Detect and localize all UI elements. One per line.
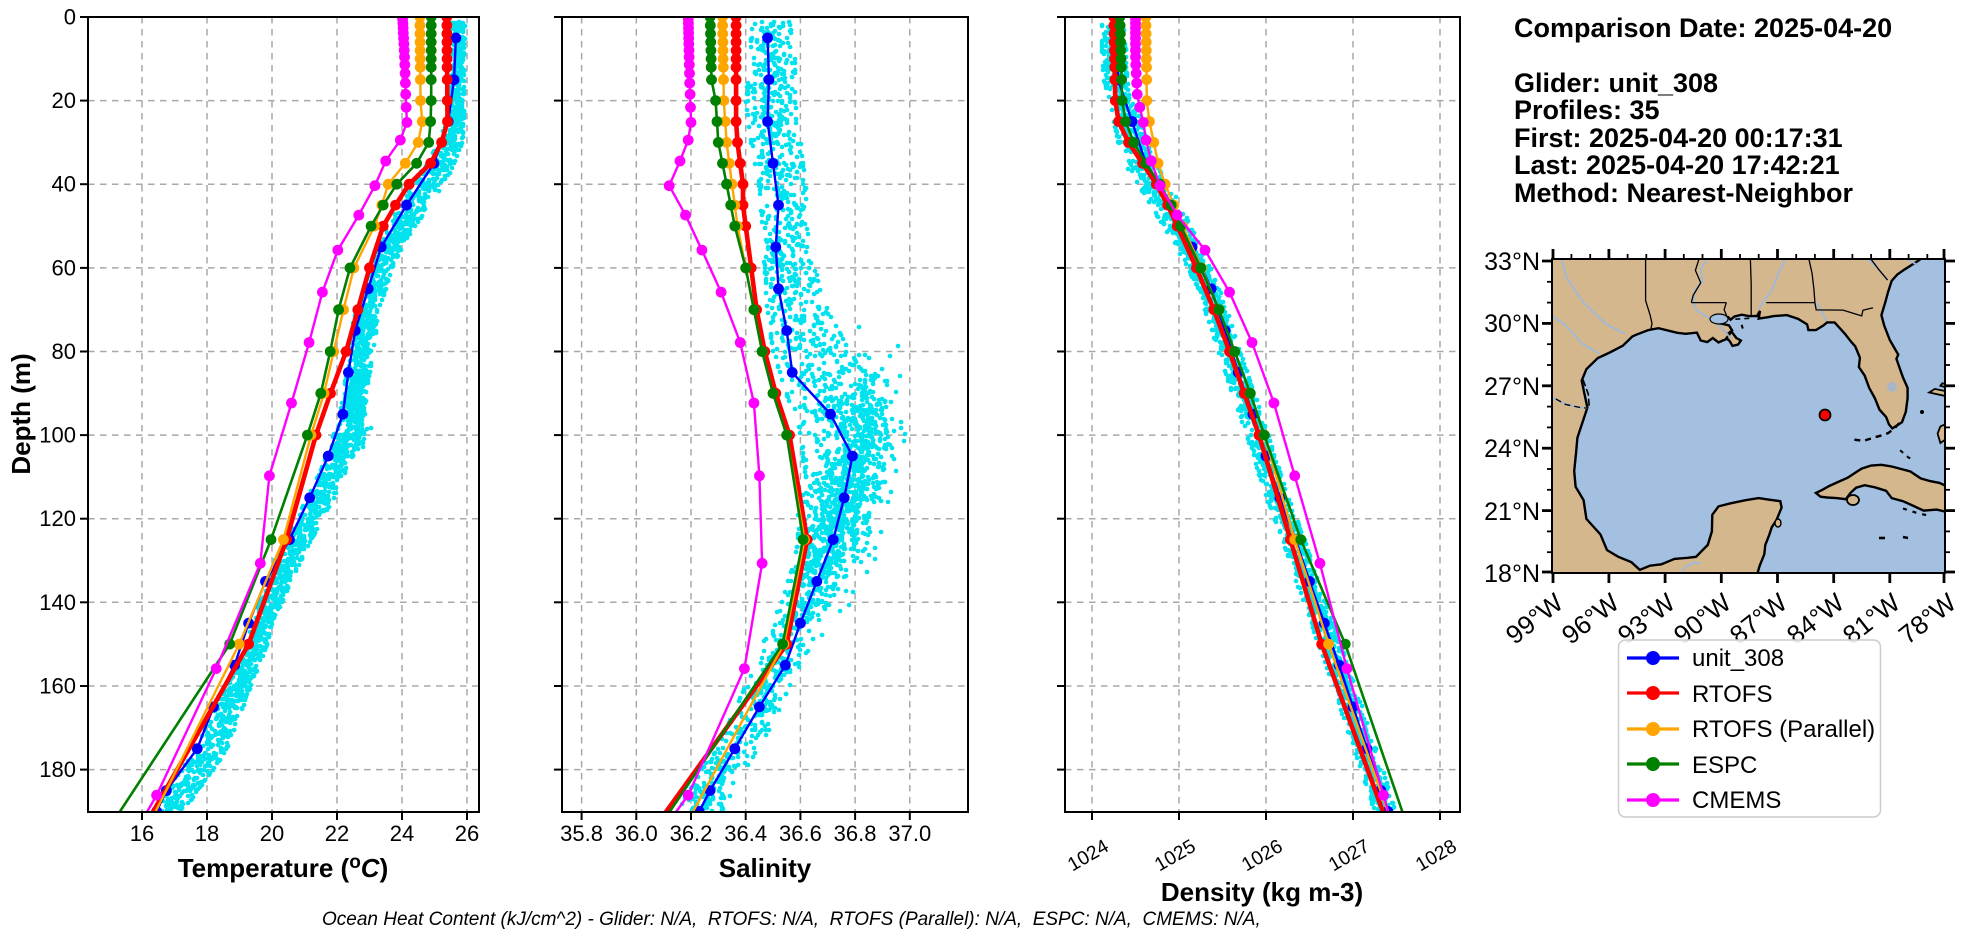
svg-text:27°N: 27°N bbox=[1484, 373, 1540, 401]
svg-text:33°N: 33°N bbox=[1484, 248, 1540, 276]
svg-text:60: 60 bbox=[52, 255, 76, 280]
svg-text:40: 40 bbox=[52, 172, 76, 197]
svg-text:First: 2025-04-20 00:17:31: First: 2025-04-20 00:17:31 bbox=[1514, 123, 1843, 153]
svg-text:30°N: 30°N bbox=[1484, 310, 1540, 338]
svg-text:18: 18 bbox=[195, 821, 219, 846]
svg-text:Method: Nearest-Neighbor: Method: Nearest-Neighbor bbox=[1514, 178, 1854, 208]
svg-text:160: 160 bbox=[39, 674, 76, 699]
svg-text:Density (kg m-3): Density (kg m-3) bbox=[1161, 877, 1363, 907]
svg-text:140: 140 bbox=[39, 590, 76, 615]
svg-text:Profiles: 35: Profiles: 35 bbox=[1514, 95, 1660, 125]
svg-text:16: 16 bbox=[130, 821, 154, 846]
svg-text:37.0: 37.0 bbox=[888, 821, 931, 846]
svg-text:Glider: unit_308: Glider: unit_308 bbox=[1514, 68, 1718, 98]
svg-text:26: 26 bbox=[455, 821, 479, 846]
svg-text:36.6: 36.6 bbox=[779, 821, 822, 846]
svg-text:36.8: 36.8 bbox=[834, 821, 877, 846]
svg-text:CMEMS: CMEMS bbox=[1692, 787, 1781, 814]
svg-text:36.0: 36.0 bbox=[615, 821, 658, 846]
svg-text:35.8: 35.8 bbox=[560, 821, 603, 846]
svg-text:24°N: 24°N bbox=[1484, 435, 1540, 463]
svg-text:120: 120 bbox=[39, 506, 76, 531]
svg-text:ESPC: ESPC bbox=[1692, 752, 1757, 779]
svg-text:21°N: 21°N bbox=[1484, 498, 1540, 526]
svg-text:80: 80 bbox=[52, 339, 76, 364]
svg-text:36.4: 36.4 bbox=[724, 821, 767, 846]
svg-text:Depth (m): Depth (m) bbox=[6, 353, 36, 474]
svg-text:Last: 2025-04-20 17:42:21: Last: 2025-04-20 17:42:21 bbox=[1514, 150, 1840, 180]
svg-text:22: 22 bbox=[325, 821, 349, 846]
svg-text:unit_308: unit_308 bbox=[1692, 645, 1784, 672]
svg-text:20: 20 bbox=[52, 88, 76, 113]
svg-text:36.2: 36.2 bbox=[670, 821, 713, 846]
svg-text:20: 20 bbox=[260, 821, 284, 846]
svg-text:Ocean Heat Content (kJ/cm^2) -: Ocean Heat Content (kJ/cm^2) - Glider: N… bbox=[322, 909, 1261, 930]
svg-text:24: 24 bbox=[390, 821, 414, 846]
svg-text:Salinity: Salinity bbox=[719, 853, 812, 883]
svg-text:RTOFS: RTOFS bbox=[1692, 681, 1772, 708]
svg-text:100: 100 bbox=[39, 423, 76, 448]
svg-text:RTOFS (Parallel): RTOFS (Parallel) bbox=[1692, 716, 1875, 743]
svg-text:180: 180 bbox=[39, 757, 76, 782]
svg-text:18°N: 18°N bbox=[1484, 560, 1540, 588]
svg-text:0: 0 bbox=[64, 5, 76, 30]
svg-text:Comparison Date: 2025-04-20: Comparison Date: 2025-04-20 bbox=[1514, 13, 1892, 43]
